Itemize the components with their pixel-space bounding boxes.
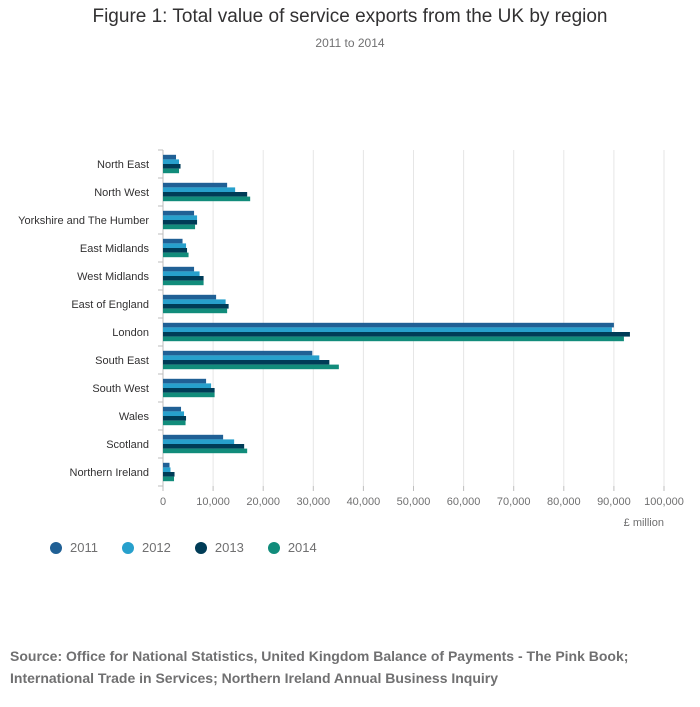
bar-2014 [163, 196, 251, 202]
bar-chart: 0 10,000 20,000 30,000 40,000 50,000 60,000 70,… [18, 149, 684, 529]
source-note: Source: Office for National Statistics, … [10, 648, 629, 686]
chart-subtitle: 2011 to 2014 [315, 36, 385, 50]
bar-2011 [163, 238, 183, 244]
x-tick-label: 10,000 [196, 496, 230, 508]
bar-2013 [163, 164, 181, 169]
bar-2014 [163, 252, 189, 258]
chart-title: Figure 1: Total value of service exports… [92, 6, 608, 27]
bar-2013 [163, 276, 204, 281]
bar-2012 [163, 355, 320, 360]
category-label: Northern Ireland [70, 467, 150, 479]
bar-2012 [163, 187, 236, 192]
legend-swatch-2013 [194, 541, 207, 554]
bar-2012 [163, 159, 180, 164]
bar-2013 [163, 220, 198, 225]
x-tick-label: 50,000 [397, 496, 431, 508]
bar-2013 [163, 192, 248, 197]
bar-2012 [163, 299, 226, 304]
category-label: West Midlands [77, 271, 149, 283]
bar-2011 [163, 462, 170, 468]
category-label: North East [97, 159, 149, 171]
bar-2013 [163, 388, 215, 393]
x-tick-label: 80,000 [547, 496, 581, 508]
x-tick-label: 40,000 [347, 496, 381, 508]
bar-2012 [163, 243, 187, 248]
chart-legend: 2011 2012 2013 2014 [50, 540, 341, 555]
bar-2011 [163, 266, 195, 272]
legend-item-2011: 2011 [50, 540, 98, 555]
bar-2012 [163, 439, 235, 444]
bar-2014 [163, 364, 339, 370]
category-label: East Midlands [80, 243, 150, 255]
legend-label-2012: 2012 [141, 540, 171, 555]
bar-2011 [163, 294, 217, 300]
bar-2013 [163, 444, 245, 449]
x-tick-label: 100,000 [644, 496, 684, 508]
bar-2012 [163, 327, 612, 332]
bar-2013 [163, 360, 330, 365]
bar-2014 [163, 392, 215, 398]
bar-2011 [163, 154, 177, 160]
legend-label-2013: 2013 [214, 540, 244, 555]
legend-item-2014: 2014 [267, 540, 317, 555]
bar-2013 [163, 248, 188, 253]
category-label: South East [95, 355, 149, 367]
legend-swatch-2011 [50, 541, 62, 554]
bar-2011 [163, 182, 228, 188]
bar-2012 [163, 383, 212, 388]
bar-2013 [163, 472, 175, 477]
x-tick-label: 70,000 [497, 496, 531, 508]
legend-item-2012: 2012 [121, 540, 171, 555]
x-axis-label: £ million [624, 517, 664, 529]
category-label: Yorkshire and The Humber [18, 215, 149, 227]
bar-2011 [163, 210, 195, 216]
x-tick-label: 90,000 [597, 496, 631, 508]
x-tick-label: 30,000 [296, 496, 330, 508]
bar-2014 [163, 476, 175, 482]
bar-2014 [163, 168, 180, 174]
bar-2014 [163, 420, 186, 426]
legend-swatch-2014 [267, 541, 280, 554]
bar-2013 [163, 332, 630, 337]
bar-2012 [163, 215, 198, 220]
bar-2011 [163, 350, 313, 356]
category-label: Scotland [106, 439, 149, 451]
bar-2013 [163, 416, 187, 421]
category-label: North West [94, 187, 149, 199]
bar-2012 [163, 271, 200, 276]
x-tick-label: 60,000 [447, 496, 481, 508]
bar-2011 [163, 322, 614, 328]
legend-label-2011: 2011 [70, 540, 98, 555]
bar-2014 [163, 448, 248, 454]
legend-item-2013: 2013 [194, 540, 244, 555]
x-tick-label: 0 [160, 496, 166, 508]
legend-label-2014: 2014 [287, 540, 317, 555]
bar-2013 [163, 304, 229, 309]
bar-2014 [163, 280, 204, 286]
bar-2011 [163, 434, 224, 440]
bar-2012 [163, 411, 185, 416]
bar-2012 [163, 467, 171, 472]
bar-2014 [163, 336, 624, 342]
x-tick-label: 20,000 [246, 496, 280, 508]
bar-2011 [163, 406, 182, 412]
category-label: South West [92, 383, 149, 395]
legend-swatch-2012 [121, 541, 134, 554]
bar-2014 [163, 308, 228, 314]
category-label: East of England [71, 299, 149, 311]
bar-2011 [163, 378, 207, 384]
category-label: Wales [119, 411, 150, 423]
category-label: London [112, 327, 149, 339]
bar-2014 [163, 224, 196, 230]
